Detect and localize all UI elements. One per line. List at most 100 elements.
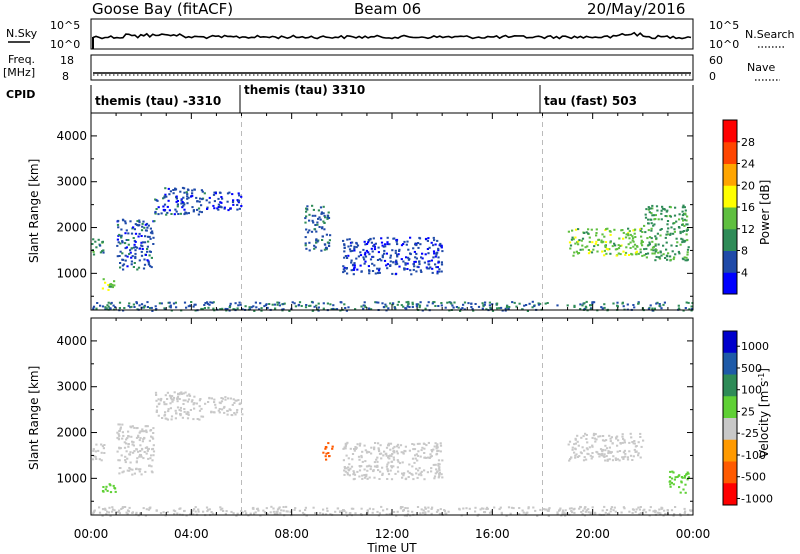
scatter-cell-r9 (144, 514, 147, 517)
scatter-cell-r6 (343, 250, 346, 253)
scatter-cell-r9 (652, 510, 655, 513)
scatter-cell-r7 (619, 442, 622, 444)
scatter-cell-r7 (583, 449, 586, 452)
scatter-cell-r6 (364, 460, 367, 463)
scatter-cell-r4 (235, 411, 239, 414)
scatter-cell-r9 (498, 307, 501, 310)
scatter-cell-r7 (642, 439, 645, 442)
scatter-cell-r9 (322, 508, 325, 511)
scatter-cell-r6 (378, 478, 381, 480)
scatter-cell-r5 (317, 217, 320, 220)
scatter-cell-r3 (170, 418, 173, 421)
scatter-cell-r9 (573, 511, 576, 514)
scatter-cell-r9 (571, 511, 574, 514)
scatter-cell-r9 (248, 306, 251, 309)
scatter-cell-r6 (390, 478, 394, 481)
scatter-cell-r6 (389, 256, 392, 259)
scatter-cell-r7 (599, 453, 602, 456)
scatter-cell-r9 (238, 301, 241, 304)
scatter-cell-r6 (386, 263, 389, 266)
scatter-cell-r5 (310, 230, 314, 233)
scatter-cell-r9 (496, 307, 499, 310)
scatter-cell-r6 (409, 236, 412, 239)
scatter-cell-r9 (92, 305, 96, 308)
scatter-cell-r7 (632, 245, 635, 248)
scatter-cell-r3 (175, 200, 178, 203)
scatter-cell-r9 (468, 507, 471, 510)
scatter-cell-r8 (673, 230, 676, 233)
scatter-cell-r7 (611, 442, 614, 445)
scatter-cell-r9 (297, 303, 301, 306)
scatter-cell-r6 (376, 259, 380, 261)
scatter-cell-r9 (523, 304, 526, 307)
scatter-cell-r4 (217, 197, 220, 200)
scatter-cell-r6 (433, 475, 437, 478)
scatter-cell-r9 (317, 302, 320, 305)
scatter-cell-r8 (662, 244, 665, 247)
scatter-cell-r6 (381, 256, 384, 259)
scatter-cell-r7 (572, 254, 575, 257)
scatter-cell-r3 (191, 192, 194, 195)
scatter-cell-r9 (160, 302, 163, 305)
scatter-cell-r9 (632, 508, 635, 511)
scatter-cell-r2 (141, 225, 144, 228)
scatter-cell-r4 (221, 408, 224, 411)
scatter-cell-r9 (266, 513, 269, 516)
scatter-cell-r9 (252, 305, 255, 308)
scatter-cell-r5 (324, 446, 327, 448)
scatter-cell-r9 (168, 301, 171, 304)
scatter-cell-r6 (358, 469, 362, 472)
scatter-cell-r0 (95, 443, 98, 446)
scatter-cell-r6 (379, 470, 382, 473)
scatter-cell-r2 (124, 247, 127, 250)
scatter-cell-r6 (421, 257, 424, 260)
scatter-cell-r8 (654, 218, 657, 220)
scatter-cell-r6 (365, 465, 369, 468)
scatter-cell-r2 (133, 262, 136, 264)
scatter-cell-r7 (601, 250, 604, 253)
scatter-cell-r2 (123, 446, 127, 449)
scatter-cell-r9 (278, 304, 281, 307)
scatter-cell-r2 (128, 467, 131, 469)
scatter-cell-r3 (179, 413, 182, 416)
scatter-cell-r7 (584, 246, 587, 249)
scatter-cell-r8 (660, 209, 663, 212)
scatter-cell-r7 (579, 248, 582, 251)
scatter-cell-r2 (132, 451, 135, 454)
scatter-cell-r3 (163, 196, 166, 199)
scatter-cell-r3 (193, 395, 196, 398)
scatter-cell-r4 (220, 397, 223, 399)
scatter-cell-r6 (425, 444, 428, 447)
scatter-cell-r8 (672, 483, 675, 486)
scatter-cell-r3 (174, 188, 177, 191)
scatter-cell-r3 (172, 192, 175, 195)
scatter-cell-r9 (193, 508, 196, 511)
scatter-cell-r6 (406, 268, 409, 270)
scatter-cell-r6 (415, 453, 418, 456)
scatter-cell-r7 (627, 243, 630, 246)
scatter-cell-r7 (577, 444, 580, 447)
scatter-cell-r3 (196, 200, 199, 203)
scatter-cell-r6 (362, 248, 365, 251)
scatter-cell-r9 (304, 506, 307, 509)
scatter-cell-r9 (393, 306, 396, 309)
scatter-cell-r6 (379, 444, 382, 447)
scatter-cell-r8 (648, 207, 651, 210)
scatter-cell-r9 (415, 305, 418, 308)
scatter-cell-r7 (639, 229, 642, 232)
scatter-cell-r6 (438, 466, 441, 469)
scatter-cell-r6 (355, 446, 358, 449)
scatter-cell-r6 (412, 268, 415, 271)
scatter-cell-r6 (346, 441, 349, 444)
scatter-cell-r2 (130, 435, 133, 438)
scatter-cell-r6 (403, 268, 406, 271)
scatter-cell-r1 (108, 483, 111, 486)
scatter-cell-r9 (371, 511, 374, 514)
scatter-cell-r7 (597, 238, 600, 241)
scatter-cell-r2 (134, 257, 137, 260)
scatter-cell-r2 (152, 450, 156, 453)
scatter-cell-r8 (682, 488, 685, 491)
scatter-cell-r3 (164, 394, 167, 397)
scatter-cell-r7 (614, 248, 617, 251)
scatter-cell-r6 (429, 266, 432, 269)
